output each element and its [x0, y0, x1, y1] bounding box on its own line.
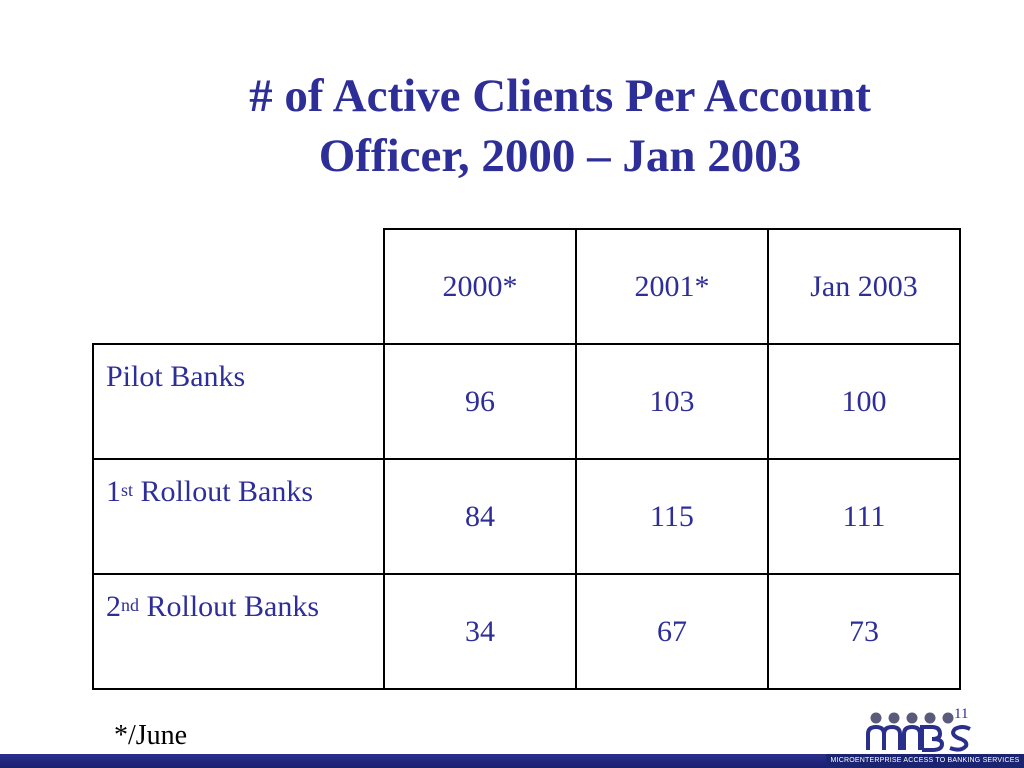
- row-label-number: 2: [106, 590, 121, 623]
- row-label-ordinal: nd: [121, 595, 139, 615]
- table-row: 2nd Rollout Banks 34 67 73: [92, 573, 961, 690]
- row-label-text: Rollout Banks: [133, 475, 314, 508]
- table-cell: 100: [767, 343, 961, 460]
- column-header: Jan 2003: [767, 228, 961, 345]
- table-cell: 115: [575, 458, 769, 575]
- row-label: Pilot Banks: [92, 343, 385, 460]
- clients-table: 2000* 2001* Jan 2003 Pilot Banks 96 103 …: [92, 228, 961, 690]
- table-cell: 103: [575, 343, 769, 460]
- row-label-text: Rollout Banks: [139, 590, 320, 623]
- table-header-row: 2000* 2001* Jan 2003: [93, 228, 961, 345]
- row-label: 2nd Rollout Banks: [92, 573, 385, 690]
- table-cell: 34: [383, 573, 577, 690]
- page-number: 11: [954, 706, 969, 722]
- table-corner-cell: [93, 229, 385, 345]
- row-label: 1st Rollout Banks: [92, 458, 385, 575]
- logo-tagline: MICROENTERPRISE ACCESS TO BANKING SERVIC…: [826, 754, 1024, 768]
- table-cell: 73: [767, 573, 961, 690]
- row-label-ordinal: st: [121, 480, 134, 500]
- row-label-number: 1: [106, 475, 121, 508]
- table-row: Pilot Banks 96 103 100: [92, 343, 961, 460]
- table-row: 1st Rollout Banks 84 115 111: [92, 458, 961, 575]
- column-header: 2001*: [575, 228, 769, 345]
- table-cell: 96: [383, 343, 577, 460]
- column-header: 2000*: [383, 228, 577, 345]
- mabs-logo-graphic: [866, 712, 971, 752]
- slide-title: # of Active Clients Per Account Officer,…: [90, 66, 1024, 186]
- bottom-bar: [0, 754, 1024, 768]
- table-cell: 67: [575, 573, 769, 690]
- table-cell: 84: [383, 458, 577, 575]
- row-label-text: Pilot Banks: [106, 360, 246, 393]
- title-line-2: Officer, 2000 – Jan 2003: [318, 130, 802, 182]
- table-cell: 111: [767, 458, 961, 575]
- mabs-logo-icon: [862, 710, 982, 759]
- footnote: */June: [114, 720, 188, 751]
- title-line-1: # of Active Clients Per Account: [249, 70, 871, 122]
